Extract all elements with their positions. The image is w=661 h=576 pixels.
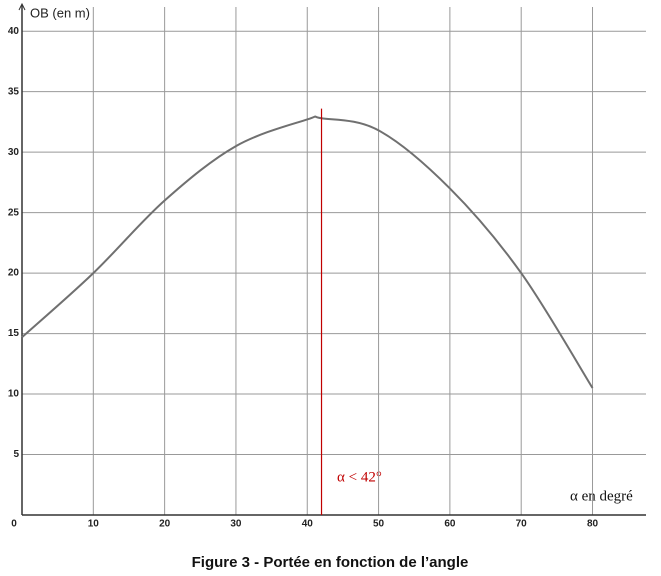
annotation: α < 42° bbox=[337, 469, 382, 485]
y-tick-label: 30 bbox=[8, 147, 20, 158]
y-tick-label: 20 bbox=[8, 268, 20, 279]
x-tick-label: 80 bbox=[587, 519, 599, 530]
x-tick-label: 10 bbox=[88, 519, 100, 530]
y-tick-label: 5 bbox=[13, 449, 19, 460]
y-tick-label: 35 bbox=[8, 86, 20, 97]
y-tick-label: 25 bbox=[8, 207, 20, 218]
x-tick-label: 20 bbox=[159, 519, 171, 530]
curve bbox=[21, 115, 594, 389]
y-tick-label: 15 bbox=[8, 328, 20, 339]
x-tick-label: 70 bbox=[516, 519, 528, 530]
x-tick-label: 50 bbox=[373, 519, 385, 530]
y-axis-title: OB (en m) bbox=[30, 5, 90, 20]
x-axis-title: α en degré bbox=[570, 488, 633, 504]
y-axis-arrow bbox=[18, 2, 26, 11]
caption: Figure 3 - Portée en fonction de l’angle bbox=[192, 554, 469, 571]
x-tick-label: 60 bbox=[444, 519, 456, 530]
x-tick-label: 40 bbox=[302, 519, 314, 530]
y-tick-label: 40 bbox=[8, 26, 20, 37]
y-tick-label: 10 bbox=[8, 389, 20, 400]
x-tick-label: 0 bbox=[11, 519, 17, 530]
x-tick-label: 30 bbox=[230, 519, 242, 530]
